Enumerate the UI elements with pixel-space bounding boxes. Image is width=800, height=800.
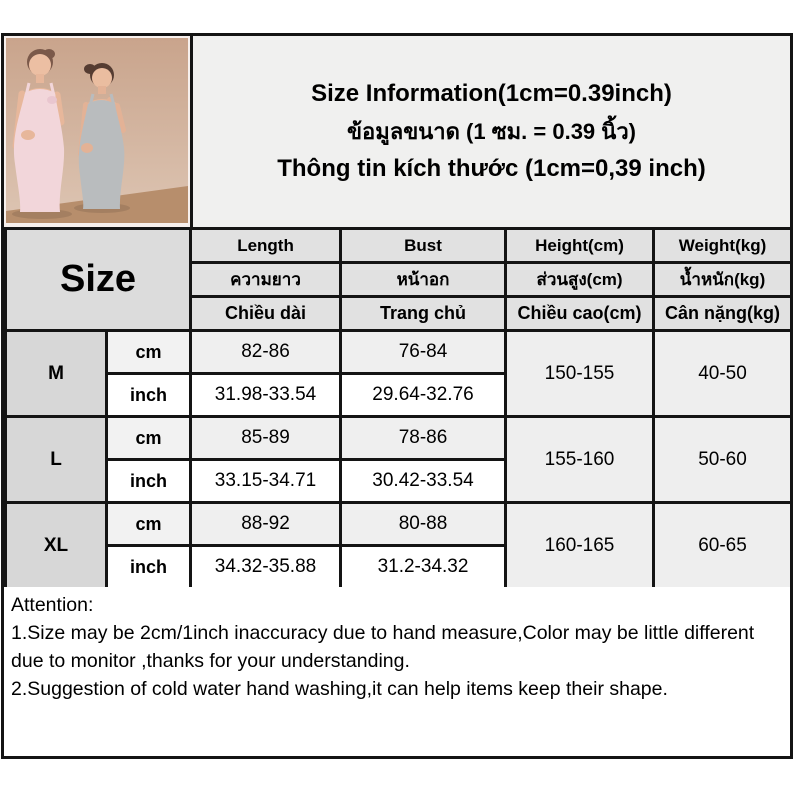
value-l-length-inch: 33.15-34.71: [189, 458, 343, 504]
attention-note-1: 1.Size may be 2cm/1inch inaccuracy due t…: [11, 622, 755, 672]
size-table: Size Length Bust Height(cm) Weight(kg) ค…: [3, 227, 794, 590]
value-xl-weight: 60-65: [652, 501, 794, 590]
header-length-vi: Chiều dài: [189, 295, 343, 332]
value-xl-bust-cm: 80-88: [339, 501, 508, 547]
value-l-weight: 50-60: [652, 415, 794, 504]
value-m-weight: 40-50: [652, 329, 794, 418]
header-weight-th: น้ำหนัก(kg): [652, 261, 794, 298]
value-xl-length-cm: 88-92: [189, 501, 343, 547]
value-l-bust-cm: 78-86: [339, 415, 508, 461]
value-l-bust-inch: 30.42-33.54: [339, 458, 508, 504]
size-label-m: M: [4, 329, 108, 418]
value-m-height: 150-155: [504, 329, 656, 418]
value-l-height: 155-160: [504, 415, 656, 504]
header-weight-vi: Cân nặng(kg): [652, 295, 794, 332]
header-length-th: ความยาว: [189, 261, 343, 298]
attention-notes: Attention: 1.Size may be 2cm/1inch inacc…: [4, 587, 790, 756]
header-weight-en: Weight(kg): [652, 227, 794, 264]
size-header-cell: Size: [3, 227, 193, 332]
header-height-vi: Chiều cao(cm): [504, 295, 656, 332]
header-bust-th: หน้าอก: [339, 261, 508, 298]
unit-xl-inch: inch: [104, 544, 193, 590]
product-photo: [4, 36, 193, 227]
value-m-bust-inch: 29.64-32.76: [339, 372, 508, 418]
value-l-length-cm: 85-89: [189, 415, 343, 461]
header-height-en: Height(cm): [504, 227, 656, 264]
value-xl-length-inch: 34.32-35.88: [189, 544, 343, 590]
content-frame: Size Information(1cm=0.39inch) ข้อมูลขนา…: [1, 33, 794, 759]
photo-scene: [6, 38, 188, 223]
size-label-l: L: [4, 415, 108, 504]
woman-left-pink-dress: [12, 49, 65, 212]
value-xl-bust-inch: 31.2-34.32: [339, 544, 508, 590]
unit-xl-cm: cm: [104, 501, 193, 547]
unit-l-cm: cm: [104, 415, 193, 461]
size-label-xl: XL: [4, 501, 108, 590]
value-xl-height: 160-165: [504, 501, 656, 590]
title-line-english: Size Information(1cm=0.39inch): [311, 80, 672, 107]
unit-m-inch: inch: [104, 372, 193, 418]
attention-heading: Attention:: [11, 594, 94, 616]
woman-right-gray-dress: [78, 63, 126, 209]
value-m-bust-cm: 76-84: [339, 329, 508, 375]
header-length-en: Length: [189, 227, 343, 264]
title-line-vietnamese: Thông tin kích thước (1cm=0,39 inch): [277, 155, 706, 182]
value-m-length-inch: 31.98-33.54: [189, 372, 343, 418]
unit-l-inch: inch: [104, 458, 193, 504]
header-height-th: ส่วนสูง(cm): [504, 261, 656, 298]
title-block: Size Information(1cm=0.39inch) ข้อมูลขนา…: [193, 36, 790, 227]
attention-note-2: 2.Suggestion of cold water hand washing,…: [11, 678, 668, 700]
header-bust-en: Bust: [339, 227, 508, 264]
title-line-thai: ข้อมูลขนาด (1 ซม. = 0.39 นิ้ว): [346, 119, 636, 144]
header-bust-vi: Trang chủ: [339, 295, 508, 332]
unit-m-cm: cm: [104, 329, 193, 375]
value-m-length-cm: 82-86: [189, 329, 343, 375]
